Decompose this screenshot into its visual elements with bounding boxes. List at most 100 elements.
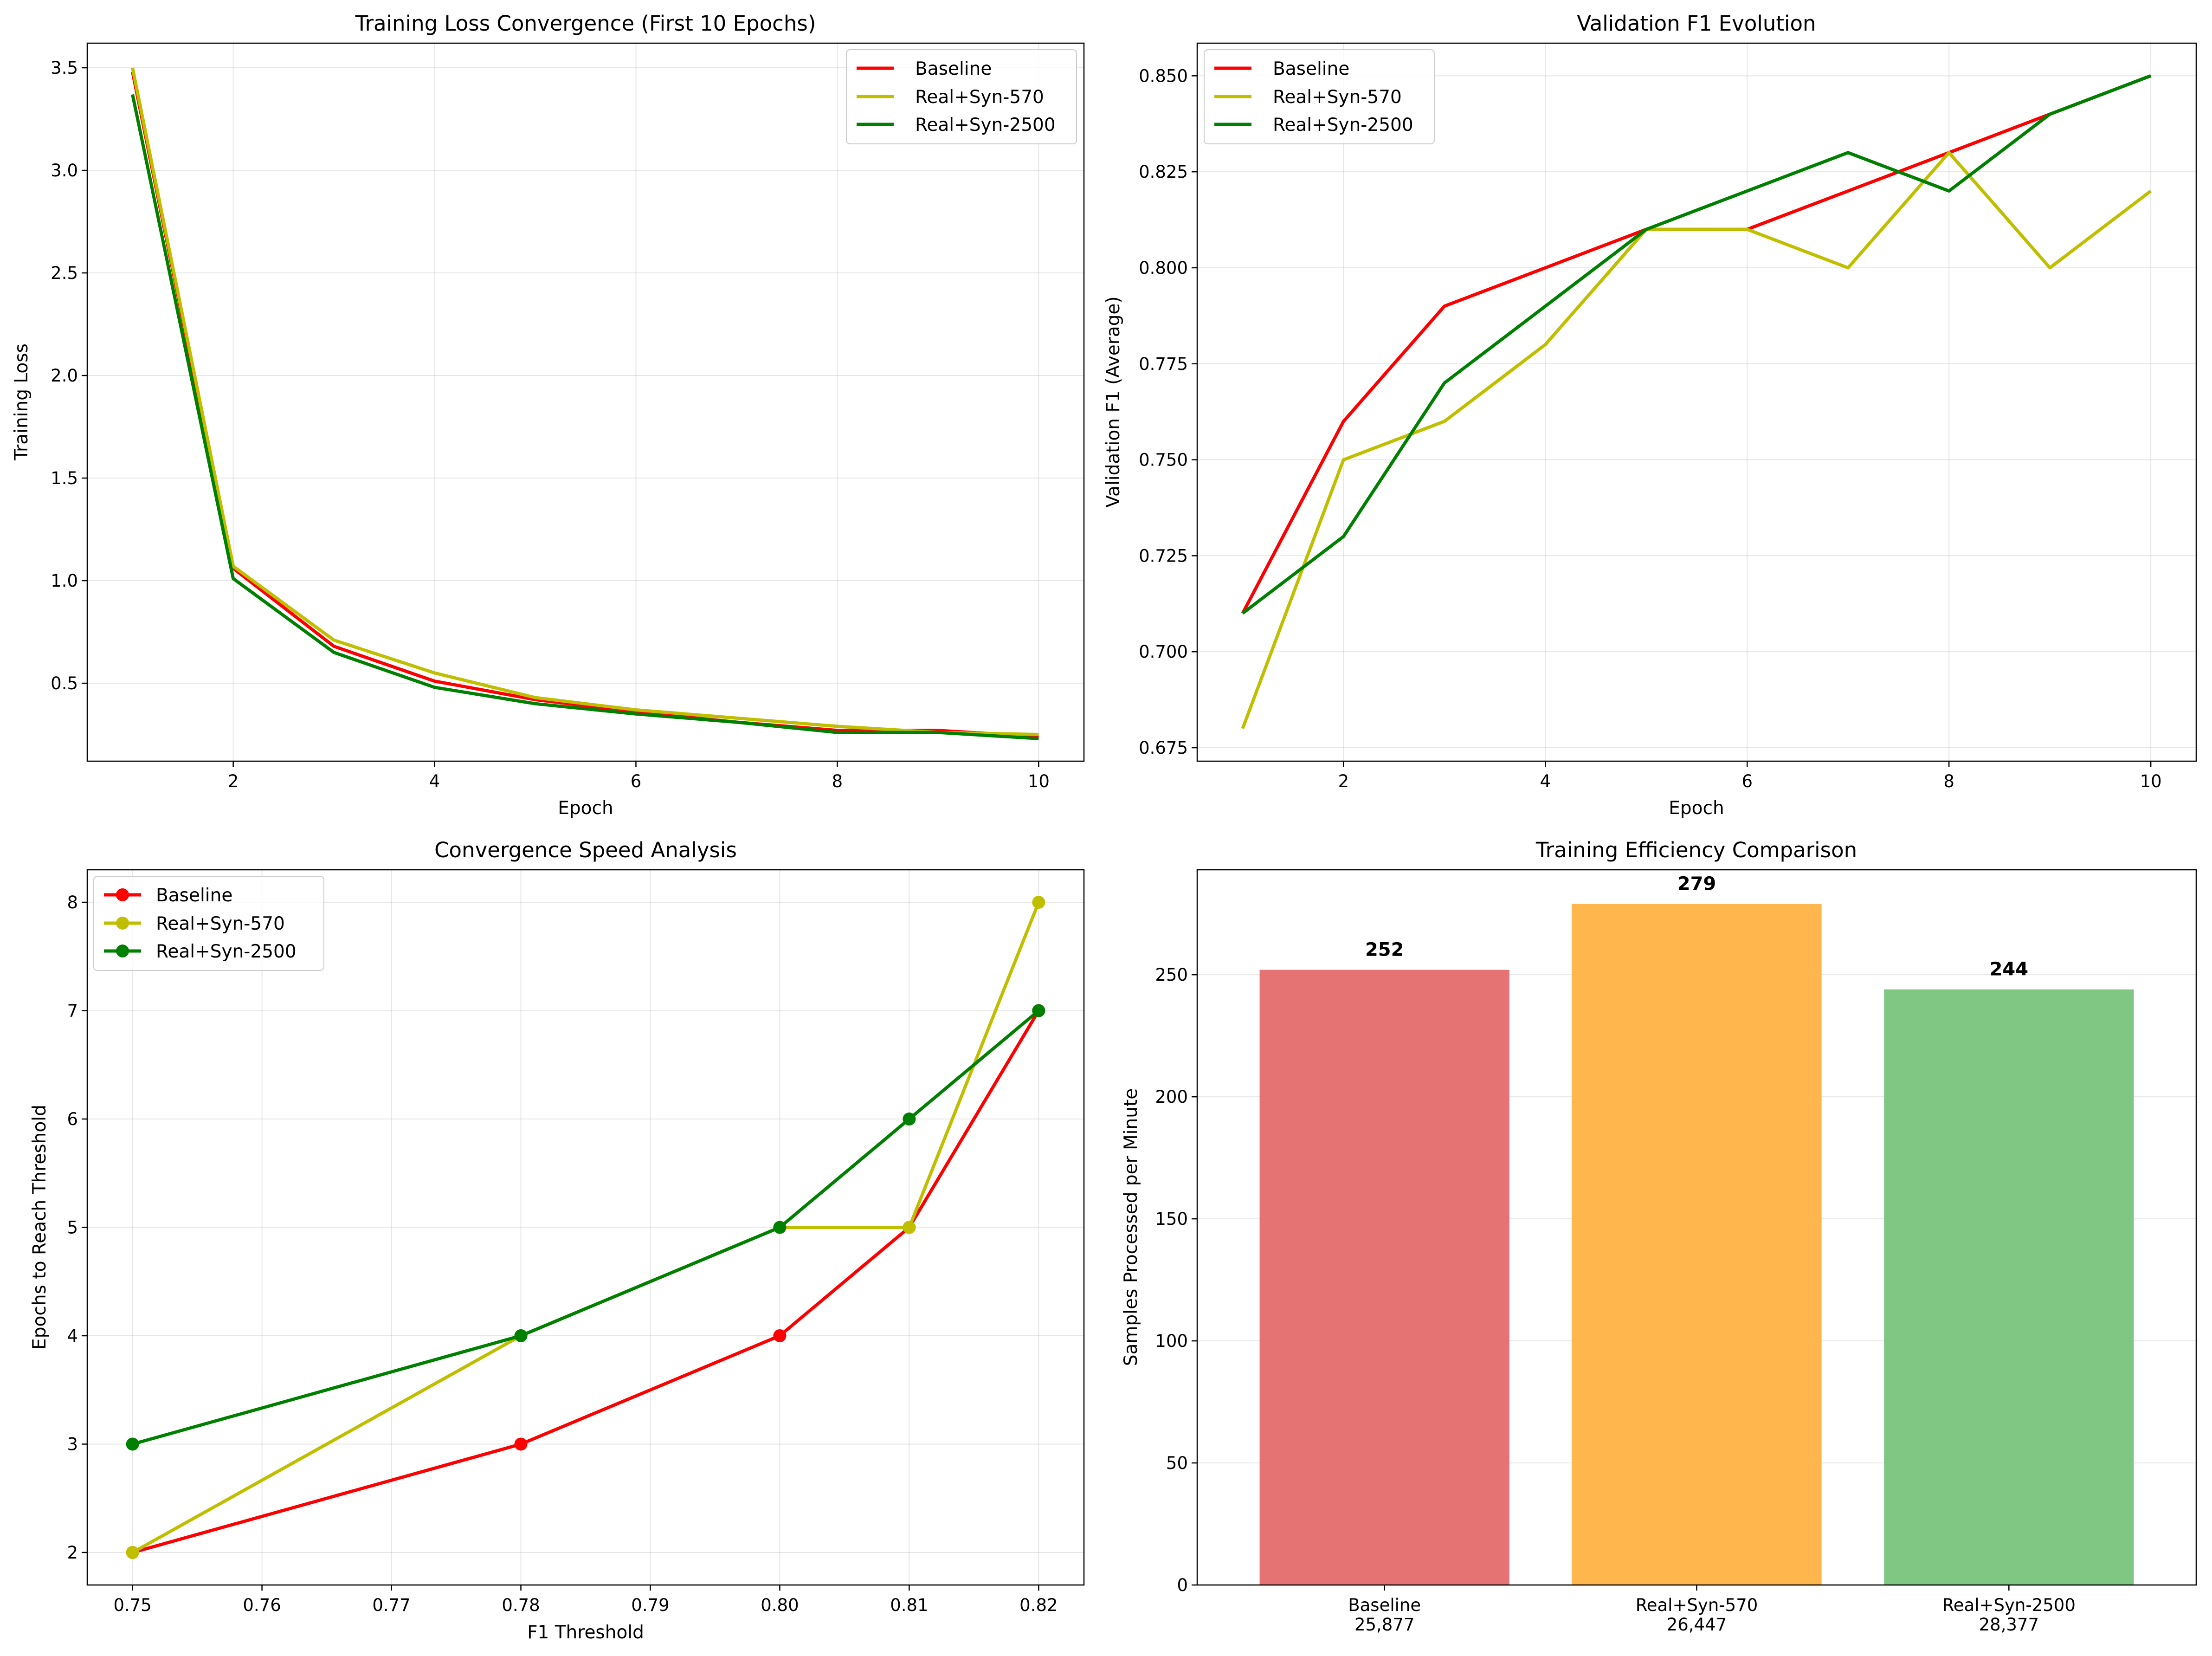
series-lines — [126, 896, 1045, 1559]
x-axis-label: Epoch — [1669, 798, 1724, 819]
legend-box — [93, 876, 324, 971]
x-tick-label: Real+Syn-2500 — [1942, 1595, 2076, 1615]
legend-box — [1204, 49, 1435, 144]
plot-area — [87, 870, 1084, 1585]
gridlines — [87, 43, 1084, 761]
legend-label-real-syn-2500: Real+Syn-2500 — [1273, 115, 1413, 136]
y-axis-ticks: 0.5 1.0 1.5 2.0 2.5 3.0 3.5 — [51, 58, 87, 693]
series-lines — [131, 67, 1039, 740]
legend-marker-baseline — [116, 888, 129, 901]
y-tick-label: 0.700 — [1139, 642, 1188, 662]
series-lines — [1241, 74, 2152, 729]
x-tick-label: Baseline — [1348, 1595, 1421, 1615]
legend-marker-real-syn-2500 — [116, 944, 129, 957]
y-tick-label: 0.725 — [1139, 546, 1188, 566]
bar-value-label: 252 — [1365, 939, 1404, 961]
series-line-real-syn-570 — [131, 67, 1039, 736]
y-tick-label: 3.5 — [51, 58, 78, 78]
series-line-real-syn-570 — [1241, 151, 2152, 729]
x-tick-label: 4 — [429, 771, 440, 791]
bar-value-label: 244 — [1990, 959, 2029, 980]
bar-baseline — [1259, 970, 1509, 1585]
y-tick-label: 1.5 — [51, 468, 78, 488]
legend-label-real-syn-2500: Real+Syn-2500 — [156, 941, 297, 962]
x-tick-label: 8 — [832, 771, 843, 791]
y-tick-label: 250 — [1155, 965, 1188, 985]
y-tick-label: 3 — [67, 1434, 78, 1454]
data-point-baseline — [514, 1437, 528, 1451]
y-tick-label: 150 — [1155, 1209, 1188, 1229]
x-axis-label: F1 Threshold — [527, 1622, 644, 1643]
y-tick-label: 2.5 — [51, 263, 78, 283]
legend-label-real-syn-570: Real+Syn-570 — [156, 913, 285, 934]
y-tick-label: 0.825 — [1139, 162, 1188, 182]
x-tick-label: Real+Syn-570 — [1636, 1595, 1758, 1615]
chart-title: Training Loss Convergence (First 10 Epoc… — [355, 11, 816, 36]
gridlines — [1197, 43, 2196, 761]
x-tick-label: 8 — [1943, 771, 1954, 791]
y-axis-label: Epochs to Reach Threshold — [29, 1105, 50, 1350]
plot-frame — [86, 42, 1085, 762]
legend: Baseline Real+Syn-570 Real+Syn-2500 — [93, 876, 324, 971]
y-axis-ticks: 0.675 0.700 0.725 0.750 0.775 0.800 0.825 0.850 — [1139, 66, 1197, 758]
x-tick-label: 4 — [1540, 771, 1551, 791]
y-tick-label: 50 — [1166, 1453, 1188, 1473]
data-point-real-syn-2500 — [1032, 1004, 1045, 1017]
bar-real-syn-2500 — [1884, 989, 2134, 1585]
x-tick-label: 0.78 — [502, 1595, 540, 1615]
data-point-real-syn-2500 — [903, 1113, 916, 1126]
plot-area — [1197, 43, 2196, 761]
y-tick-label: 7 — [67, 1001, 78, 1021]
y-tick-label: 5 — [67, 1218, 78, 1238]
data-point-baseline — [773, 1329, 787, 1342]
y-tick-label: 0.750 — [1139, 450, 1188, 470]
series-line-real-syn-2500 — [131, 94, 1039, 740]
y-tick-label: 0.675 — [1139, 738, 1188, 758]
legend: Baseline Real+Syn-570 Real+Syn-2500 — [846, 49, 1077, 144]
data-point-real-syn-570 — [1032, 896, 1045, 909]
x-tick-sublabel: 26,447 — [1667, 1615, 1727, 1635]
x-tick-label: 10 — [1028, 771, 1050, 791]
x-axis-ticks: 2 4 6 8 10 — [1338, 761, 2162, 791]
bars: 252 279 244 — [1259, 873, 2134, 1585]
y-axis-label: Training Loss — [11, 343, 32, 461]
data-point-real-syn-2500 — [514, 1329, 528, 1342]
chart-title: Training Efficiency Comparison — [1535, 838, 1857, 862]
y-axis-label: Samples Processed per Minute — [1121, 1088, 1141, 1366]
x-tick-label: 10 — [2140, 771, 2162, 791]
x-axis-ticks: 0.75 0.76 0.77 0.78 0.79 0.80 0.81 0.82 — [113, 1585, 1058, 1615]
panel-validation-f1: 2 4 6 8 10 0.675 0.700 0.725 0.750 0.775 0.800 0.8… — [1103, 11, 2197, 819]
data-point-real-syn-2500 — [773, 1221, 787, 1234]
legend: Baseline Real+Syn-570 Real+Syn-2500 — [1204, 49, 1435, 144]
panel-training-loss: 2 4 6 8 10 0.5 1.0 1.5 2.0 2.5 3.0 3.5 Training Lo… — [11, 11, 1085, 819]
legend-label-baseline: Baseline — [156, 885, 232, 906]
x-tick-label: 0.82 — [1019, 1595, 1058, 1615]
plot-area — [87, 43, 1084, 761]
bar-value-label: 279 — [1677, 873, 1716, 895]
y-tick-label: 8 — [67, 893, 78, 912]
x-tick-label: 6 — [631, 771, 642, 791]
chart-title: Convergence Speed Analysis — [434, 838, 737, 862]
data-point-real-syn-570 — [903, 1221, 916, 1234]
legend-label-baseline: Baseline — [1273, 58, 1349, 79]
y-tick-label: 200 — [1155, 1087, 1188, 1107]
y-tick-label: 2 — [67, 1543, 78, 1563]
y-axis-label: Validation F1 (Average) — [1103, 296, 1124, 507]
x-tick-label: 6 — [1741, 771, 1753, 791]
y-tick-label: 2.0 — [51, 366, 78, 386]
x-tick-label: 0.80 — [761, 1595, 799, 1615]
y-tick-label: 4 — [67, 1326, 78, 1346]
plot-frame — [1196, 42, 2197, 762]
legend-label-real-syn-570: Real+Syn-570 — [1273, 87, 1402, 108]
y-tick-label: 3.0 — [51, 161, 78, 181]
chart-title: Validation F1 Evolution — [1577, 11, 1816, 36]
x-axis-label: Epoch — [558, 798, 613, 819]
legend-box — [846, 49, 1077, 144]
data-point-real-syn-570 — [126, 1546, 139, 1559]
y-tick-label: 0.850 — [1139, 66, 1188, 86]
y-tick-label: 0.775 — [1139, 354, 1188, 374]
y-axis-ticks: 2 3 4 5 6 7 8 — [67, 893, 87, 1563]
